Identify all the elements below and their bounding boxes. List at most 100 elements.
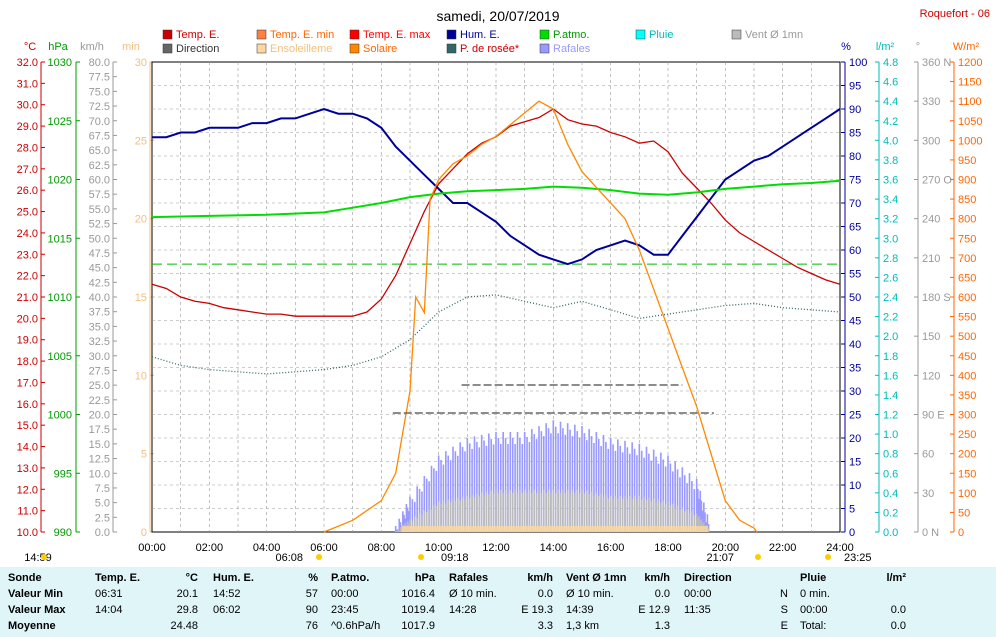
- axis-tick-label: 300: [922, 135, 940, 147]
- axis-tick-label: 55: [849, 269, 861, 281]
- legend-swatch: [446, 43, 457, 54]
- chart-title: samedi, 20/07/2019: [437, 8, 560, 24]
- table-cell: Total:: [800, 620, 827, 632]
- axis-tick-label: 900: [958, 175, 976, 187]
- table-cell: Ø 10 min.: [449, 588, 497, 600]
- table-cell: 20.1: [176, 588, 198, 600]
- table-cell: 0.0: [890, 620, 906, 632]
- legend-swatch: [162, 29, 173, 40]
- table-cell: 00:00: [331, 588, 359, 600]
- legend-swatch: [256, 43, 267, 54]
- sun-mark-dot: [41, 554, 47, 560]
- axis-unit: °: [916, 41, 920, 53]
- axis-tick-label: 70: [849, 198, 861, 210]
- axis-tick-label: 95: [849, 81, 861, 93]
- axis-tick-label: 1000: [48, 410, 72, 422]
- axis-tick-label: 32.0: [17, 57, 38, 69]
- table-cell: %: [308, 572, 318, 584]
- table-cell: Sonde: [8, 572, 42, 584]
- axis-tick-label: 57.5: [89, 189, 110, 201]
- axis-tick-label: 0: [141, 527, 147, 539]
- legend-label: P.atmo.: [553, 29, 590, 41]
- table-cell: Pluie: [800, 572, 827, 584]
- table-cell: 14:28: [449, 604, 477, 616]
- table-cell: Hum. E.: [213, 572, 254, 584]
- table-cell: Valeur Min: [8, 588, 64, 600]
- legend-swatch: [539, 29, 550, 40]
- axis-tick-label: 80.0: [89, 57, 110, 69]
- axis-tick-label: 330: [922, 96, 940, 108]
- time-tick-label: 04:00: [253, 542, 281, 554]
- axis-tick-label: 3.8: [883, 155, 898, 167]
- sun-mark-label: 06:08: [275, 552, 303, 564]
- axis-unit: °C: [24, 41, 36, 53]
- axis-tick-label: 210: [922, 253, 940, 265]
- axis-tick-label: 35.0: [89, 321, 110, 333]
- time-tick-label: 10:00: [425, 542, 453, 554]
- table-cell: E 12.9: [638, 604, 670, 616]
- table-cell: Moyenne: [8, 620, 56, 632]
- table-cell: N: [780, 588, 788, 600]
- time-tick-label: 18:00: [654, 542, 682, 554]
- table-cell: l/m²: [886, 572, 906, 584]
- table-cell: 57: [305, 588, 318, 600]
- table-cell: 14:04: [95, 604, 123, 616]
- axis-unit: hPa: [48, 41, 68, 53]
- axis-tick-label: 180 S: [922, 292, 951, 304]
- axis-tick-label: 0.0: [95, 527, 110, 539]
- axis-tick-label: 240: [922, 214, 940, 226]
- axis-tick-label: 0.8: [883, 449, 898, 461]
- axis-tick-label: 10.0: [17, 527, 38, 539]
- table-cell: 14:52: [213, 588, 241, 600]
- axis-tick-label: 750: [958, 233, 976, 245]
- axis-tick-label: 70.0: [89, 116, 110, 128]
- axis-tick-label: 90 E: [922, 410, 945, 422]
- axis-tick-label: 15.0: [89, 439, 110, 451]
- axis-tick-label: 10: [849, 480, 861, 492]
- axis-tick-label: 5: [141, 449, 147, 461]
- series-line: [323, 100, 758, 533]
- time-tick-label: 00:00: [138, 542, 166, 554]
- axis-tick-label: 90: [849, 104, 861, 116]
- table-cell: ^0.6hPa/h: [331, 620, 381, 632]
- table-cell: 0.0: [537, 588, 553, 600]
- axis-tick-label: 4.6: [883, 77, 898, 89]
- axis-tick-label: 360 N: [922, 57, 951, 69]
- axis-tick-label: 27.5: [89, 365, 110, 377]
- axis-tick-label: 1.0: [883, 429, 898, 441]
- axis-tick-label: 5.0: [95, 498, 110, 510]
- summary-table: Sonde Temp. E. °C Hum. E.% P.atmo. hPa Rafales…: [0, 567, 996, 637]
- axis-tick-label: 550: [958, 312, 976, 324]
- table-cell: 0.0: [654, 588, 670, 600]
- table-cell: 1019.4: [401, 604, 435, 616]
- axis-tick-label: 450: [958, 351, 976, 363]
- sun-mark-dot: [418, 554, 424, 560]
- axis-tick-label: 995: [54, 468, 72, 480]
- axis-tick-label: 17.0: [17, 377, 38, 389]
- sun-mark-dot: [825, 554, 831, 560]
- axis-tick-label: 4.8: [883, 57, 898, 69]
- axis-unit: W/m²: [953, 41, 980, 53]
- axis-tick-label: 14.0: [17, 442, 38, 454]
- axis-tick-label: 80: [849, 151, 861, 163]
- axis-tick-label: 100: [849, 57, 867, 69]
- axis-tick-label: 0.4: [883, 488, 898, 500]
- axis-tick-label: 40.0: [89, 292, 110, 304]
- legend-label: Temp. E.: [176, 29, 219, 41]
- axis-tick-label: 25: [135, 135, 147, 147]
- table-cell: 23:45: [331, 604, 359, 616]
- axis-tick-label: 3.2: [883, 214, 898, 226]
- axis-tick-label: 0: [958, 527, 964, 539]
- axis-tick-label: 37.5: [89, 307, 110, 319]
- legend-swatch: [349, 29, 360, 40]
- axis-tick-label: 12.5: [89, 454, 110, 466]
- table-cell: km/h: [644, 572, 670, 584]
- axis-tick-label: 2.2: [883, 312, 898, 324]
- axis-tick-label: 2.0: [883, 331, 898, 343]
- legend-swatch: [731, 29, 742, 40]
- sun-mark-label: 21:07: [706, 552, 734, 564]
- table-cell: km/h: [527, 572, 553, 584]
- series-line: [151, 179, 841, 219]
- axis-tick-label: 25.0: [17, 207, 38, 219]
- axis-tick-label: 77.5: [89, 72, 110, 84]
